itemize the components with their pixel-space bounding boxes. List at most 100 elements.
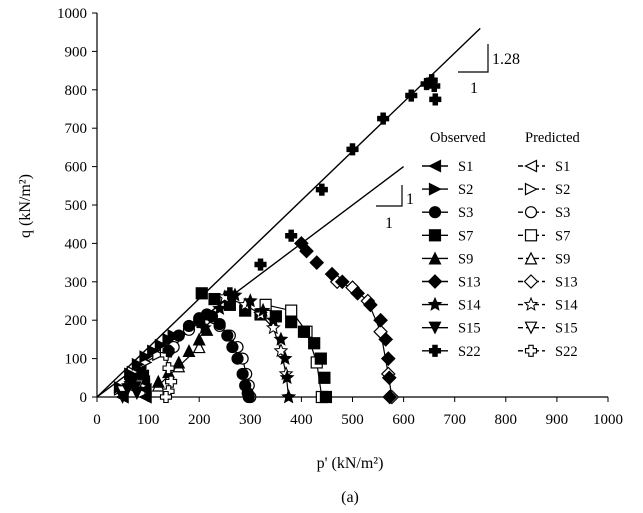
marker-s14-observed xyxy=(265,312,281,327)
marker-s22-observed xyxy=(429,93,442,106)
legend-marker-s2-predicted xyxy=(524,182,538,196)
markers xyxy=(113,74,442,405)
slope-label: 1 xyxy=(406,191,414,208)
marker-s2-observed xyxy=(147,344,161,358)
y-tick-label: 200 xyxy=(65,313,88,329)
x-tick-label: 200 xyxy=(188,412,211,428)
marker-s22-observed xyxy=(428,79,441,93)
marker-s13-observed xyxy=(381,370,397,386)
legend-label-s3-observed: S3 xyxy=(458,205,473,221)
legend-marker-s3-observed xyxy=(428,206,442,219)
y-tick-label: 600 xyxy=(65,160,88,176)
x-tick-label: 700 xyxy=(443,412,466,428)
y-tick-label: 900 xyxy=(65,44,88,60)
marker-s13-observed xyxy=(309,255,325,270)
marker-s7-observed xyxy=(285,316,298,329)
x-tick-label: 900 xyxy=(546,412,569,428)
marker-s1-observed xyxy=(138,382,152,396)
marker-s2-observed xyxy=(139,350,153,364)
marker-s22-observed xyxy=(254,258,267,271)
slope-run-label: 1 xyxy=(470,80,478,97)
marker-s14-predicted xyxy=(265,320,281,335)
marker-s7-observed xyxy=(318,371,331,384)
marker-s1-observed xyxy=(137,375,151,389)
marker-s3-observed xyxy=(221,329,234,342)
legend-label-s2-predicted: S2 xyxy=(555,182,570,198)
marker-s13-observed xyxy=(299,243,314,259)
y-tick-label: 0 xyxy=(80,390,88,406)
marker-s14-observed xyxy=(281,389,297,404)
marker-s9-observed xyxy=(192,332,206,346)
y-tick-label: 1000 xyxy=(57,6,87,22)
marker-s13-observed xyxy=(334,274,350,290)
marker-s1-observed xyxy=(138,390,152,404)
legend-label-s9-predicted: S9 xyxy=(555,251,570,267)
legend-marker-s14-predicted xyxy=(523,296,539,311)
marker-s7-predicted xyxy=(285,304,298,317)
legend-label-s14-predicted: S14 xyxy=(555,298,578,314)
marker-s22-observed xyxy=(162,344,175,357)
marker-s22-observed xyxy=(285,229,298,242)
legend-label-s13-observed: S13 xyxy=(458,275,481,291)
marker-s22-predicted xyxy=(162,362,175,375)
legend-label-s7-observed: S7 xyxy=(458,228,473,244)
legend-marker-s15-observed xyxy=(428,321,442,335)
slope-triangle xyxy=(458,44,489,73)
marker-s7-observed xyxy=(195,287,208,300)
x-tick-label: 500 xyxy=(341,412,364,428)
marker-s13-observed xyxy=(380,351,396,366)
legend-marker-s9-observed xyxy=(428,251,442,265)
marker-s14-observed xyxy=(279,369,295,385)
marker-s7-observed xyxy=(297,325,311,338)
marker-s3-observed xyxy=(236,367,249,381)
marker-s3-observed xyxy=(226,340,239,354)
x-tick-label: 1000 xyxy=(593,412,623,428)
legend-label-s15-predicted: S15 xyxy=(555,321,578,337)
x-tick-label: 800 xyxy=(495,412,518,428)
legend: Observed Predicted S1 S1 S2 S2 S3 S3 S7 S7 S9 S9 S… xyxy=(422,130,581,360)
y-tick-label: 500 xyxy=(65,198,88,214)
marker-s3-observed xyxy=(242,390,255,404)
legend-label-s22-predicted: S22 xyxy=(555,344,578,360)
x-tick-label: 400 xyxy=(290,412,313,428)
legend-label-s22-observed: S22 xyxy=(458,344,481,360)
x-axis-label: p' (kN/m²) xyxy=(317,455,384,472)
marker-s22-observed xyxy=(223,287,236,300)
marker-s22-observed xyxy=(377,112,390,125)
marker-s7-observed xyxy=(319,390,333,404)
marker-s22-predicted xyxy=(159,390,173,404)
legend-marker-s2-observed xyxy=(428,182,442,196)
marker-s14-observed xyxy=(242,293,258,308)
y-tick-label: 300 xyxy=(65,275,88,291)
marker-s13-observed xyxy=(363,297,378,313)
y-tick-label: 100 xyxy=(65,352,88,368)
marker-s22-predicted xyxy=(165,375,178,388)
marker-s3-observed xyxy=(231,352,244,365)
slope-run-label: 1 xyxy=(385,215,393,232)
marker-s2-observed xyxy=(131,357,145,371)
slope-triangle xyxy=(376,185,403,207)
figure-caption: (a) xyxy=(341,489,359,506)
ticks: 0 100 200 300 400 500 600 700 800 900 1000 0 100 200 3… xyxy=(57,6,623,428)
x-tick-label: 600 xyxy=(392,412,415,428)
y-axis-label: q (kN/m²) xyxy=(17,174,34,238)
legend-marker-s15-predicted xyxy=(524,321,538,335)
marker-s3-observed xyxy=(205,310,219,323)
legend-marker-s3-predicted xyxy=(524,206,538,219)
marker-s15-observed xyxy=(130,387,144,401)
legend-label-s7-predicted: S7 xyxy=(555,228,570,244)
legend-marker-s13-observed xyxy=(427,274,443,289)
marker-s22-observed xyxy=(193,316,206,329)
y-tick-label: 700 xyxy=(65,121,88,137)
legend-label-s9-observed: S9 xyxy=(458,251,473,267)
legend-header-observed: Observed xyxy=(430,130,486,146)
slope-line xyxy=(96,27,481,398)
marker-s13-observed xyxy=(373,312,388,328)
legend-marker-s14-observed xyxy=(427,296,443,311)
marker-s14-observed xyxy=(255,302,271,317)
marker-s14-observed xyxy=(273,331,289,346)
marker-s9-observed xyxy=(182,344,196,358)
y-tick-label: 400 xyxy=(65,236,88,252)
marker-s22-observed xyxy=(315,183,328,196)
marker-s13-observed xyxy=(324,266,340,282)
